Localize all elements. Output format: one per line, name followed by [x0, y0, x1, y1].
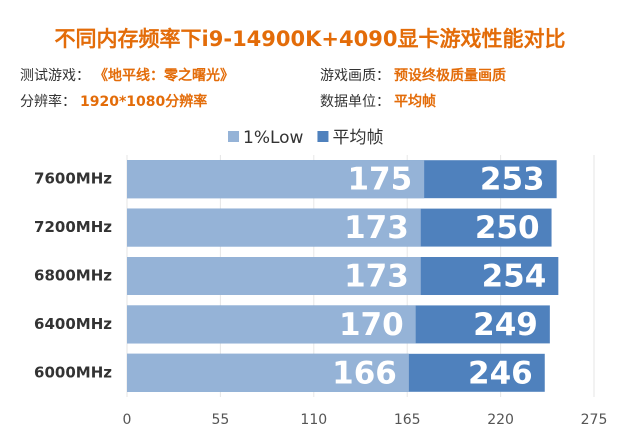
- chart-title: 不同内存频率下i9-14900K+4090显卡游戏性能对比: [55, 27, 566, 51]
- value-label: 254: [482, 259, 547, 295]
- legend-label: 1%Low: [243, 128, 304, 148]
- value-label: 173: [344, 259, 409, 295]
- x-tick-label: 110: [300, 412, 327, 428]
- value-label: 175: [347, 162, 412, 198]
- bar: [127, 208, 421, 247]
- value-label: 253: [480, 162, 545, 198]
- info-label: 游戏画质：: [320, 68, 390, 84]
- value-label: 246: [468, 355, 533, 391]
- x-tick-label: 220: [487, 412, 514, 428]
- bar: [127, 160, 425, 199]
- y-tick-label: 6800MHz: [34, 267, 112, 285]
- info-value: 平均帧: [394, 93, 436, 110]
- bar: [127, 353, 409, 392]
- bar: [127, 305, 416, 344]
- value-label: 250: [475, 210, 540, 246]
- legend-swatch: [317, 131, 329, 142]
- info-value: 《地平线：零之曙光》: [94, 67, 234, 84]
- x-tick-label: 55: [211, 412, 229, 428]
- x-tick-label: 275: [581, 412, 608, 428]
- info-label: 测试游戏：: [20, 68, 90, 84]
- legend-swatch: [228, 131, 239, 142]
- y-tick-label: 6000MHz: [34, 363, 112, 381]
- y-tick-label: 7600MHz: [34, 170, 112, 188]
- bar: [127, 257, 421, 295]
- y-tick-label: 7200MHz: [34, 218, 112, 236]
- x-tick-label: 0: [123, 412, 132, 428]
- info-value: 预设终极质量画质: [394, 67, 506, 84]
- value-label: 166: [332, 355, 397, 391]
- info-value: 1920*1080分辨率: [80, 93, 207, 110]
- value-label: 173: [344, 210, 409, 246]
- x-tick-label: 165: [394, 412, 421, 428]
- value-label: 170: [339, 307, 404, 343]
- info-label: 分辨率：: [20, 93, 76, 110]
- value-label: 249: [473, 307, 538, 343]
- info-label: 数据单位：: [320, 94, 390, 110]
- legend-label: 平均帧: [332, 128, 383, 148]
- y-tick-label: 6400MHz: [34, 315, 112, 333]
